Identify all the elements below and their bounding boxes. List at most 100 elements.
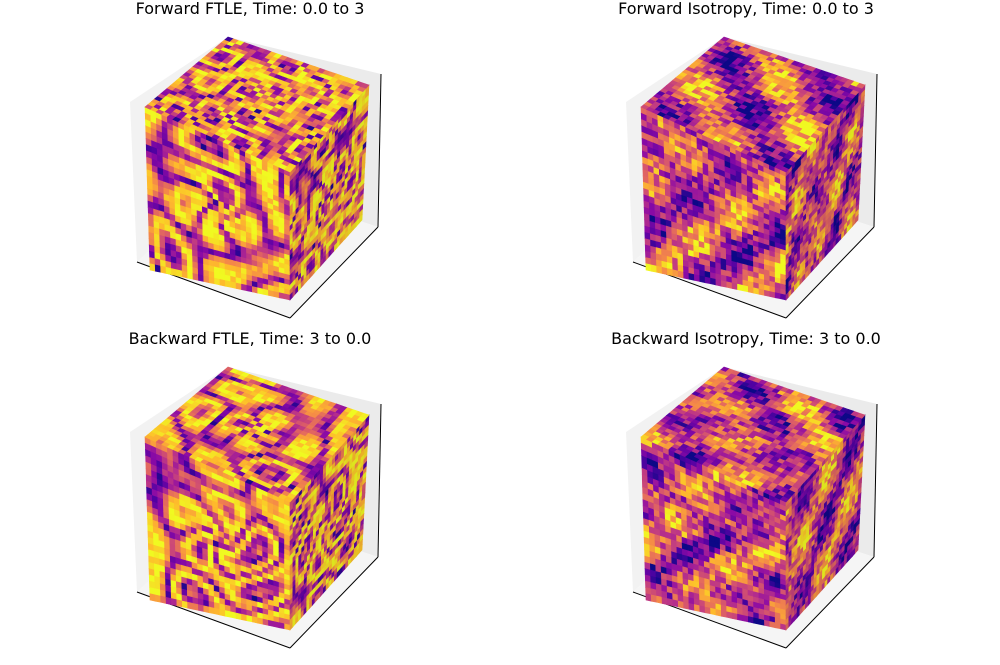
voxel-cell [257, 617, 264, 625]
voxel-cell [203, 275, 210, 284]
voxel-cell [214, 277, 221, 286]
voxel-cell [699, 275, 706, 284]
voxel-cell [197, 274, 205, 282]
voxel-cell [154, 594, 162, 603]
voxel-cell [284, 293, 291, 301]
cube-plot-forward-isotropy [626, 36, 878, 319]
cube-face-right [785, 84, 866, 301]
voxel-cell [197, 604, 205, 612]
voxel-cell [246, 285, 253, 293]
voxel-cell [214, 607, 221, 616]
voxel-cell [672, 269, 679, 278]
cube-face-left [144, 436, 291, 631]
voxel-cell [774, 292, 781, 300]
voxel-cell [683, 271, 690, 280]
voxel-cell [208, 276, 215, 285]
voxel-cell [187, 271, 194, 280]
voxel-cell [219, 609, 226, 617]
voxel-cell [176, 269, 183, 278]
voxel-cell [149, 593, 156, 602]
voxel-cell [720, 280, 728, 288]
voxel-cell [645, 263, 652, 272]
voxel-cell [693, 274, 701, 282]
voxel-cell [165, 266, 172, 275]
chart-panel-forward-isotropy: Forward Isotropy, Time: 0.0 to 3 [496, 0, 996, 330]
voxel-cell [149, 263, 156, 272]
voxel-cell [854, 213, 859, 224]
voxel-cell [715, 279, 722, 287]
voxel-cell [171, 598, 178, 607]
voxel-cell [257, 287, 264, 295]
voxel-cell [160, 595, 167, 604]
voxel-cell [278, 292, 285, 300]
voxel-cell [165, 596, 172, 605]
voxel-cell [252, 616, 259, 624]
chart-panel-forward-ftle: Forward FTLE, Time: 0.0 to 3 [0, 0, 500, 330]
voxel-cell [160, 265, 167, 274]
voxel-cell [661, 266, 668, 275]
voxel-cell [230, 611, 237, 619]
voxel-cell [181, 600, 189, 609]
voxel-cell [284, 623, 291, 631]
voxel-cell [181, 270, 189, 279]
voxel-cell [753, 287, 760, 295]
voxel-cell [855, 82, 866, 89]
voxel-cell [273, 291, 280, 299]
voxel-cell [252, 286, 259, 294]
voxel-cell [780, 293, 787, 301]
chart-title: Backward FTLE, Time: 3 to 0.0 [128, 329, 372, 348]
voxel-cell [731, 282, 738, 290]
chart-title: Forward Isotropy, Time: 0.0 to 3 [618, 0, 874, 18]
voxel-cell [230, 281, 237, 289]
voxel-cell [208, 606, 215, 615]
voxel-cell [241, 283, 248, 292]
voxel-cell [688, 273, 695, 281]
voxel-cell [268, 289, 275, 297]
voxel-cell [769, 291, 776, 299]
voxel-cell [748, 286, 755, 294]
cube-face-left [640, 106, 787, 301]
voxel-cell [171, 268, 178, 277]
voxel-cell [192, 603, 199, 611]
voxel-cell [726, 281, 733, 289]
voxel-cell [667, 268, 674, 277]
cube-plot-forward-ftle [130, 36, 382, 319]
voxel-cell [742, 285, 749, 293]
voxel-cell [758, 288, 765, 296]
z-axis-line [873, 73, 878, 228]
voxel-cell [358, 213, 363, 224]
voxel-cell [192, 273, 199, 281]
y-axis-line [289, 226, 379, 319]
voxel-cell [656, 265, 663, 274]
voxel-cell [677, 270, 685, 279]
voxel-cell [235, 612, 242, 620]
voxel-cell [262, 618, 269, 626]
voxel-cell [203, 605, 210, 614]
voxel-cell [246, 615, 253, 623]
voxel-cell [219, 279, 226, 287]
voxel-cell [241, 613, 248, 622]
z-axis-line [377, 73, 382, 228]
cube-face-top [640, 36, 866, 173]
voxel-cell [704, 276, 711, 285]
voxel-cell [154, 264, 162, 273]
chart-panel-backward-ftle: Backward FTLE, Time: 3 to 0.0 [0, 329, 500, 660]
voxel-cell [710, 277, 717, 286]
voxel-cell [359, 82, 370, 89]
voxel-cell [176, 599, 183, 608]
voxel-cell [224, 280, 232, 288]
voxel-cell [235, 282, 242, 290]
cube-face-top [144, 36, 370, 173]
voxel-cell [764, 289, 771, 297]
voxel-cell [262, 288, 269, 296]
voxel-cell [273, 621, 280, 629]
voxel-cell [278, 622, 285, 630]
chart-title: Forward FTLE, Time: 0.0 to 3 [135, 0, 365, 18]
y-axis-line [289, 556, 379, 649]
y-axis-line [785, 226, 875, 319]
z-axis-line [377, 403, 382, 558]
voxel-cell [650, 264, 658, 273]
voxel-cell [737, 283, 744, 292]
voxel-cell [187, 601, 194, 610]
voxel-cell [224, 610, 232, 618]
